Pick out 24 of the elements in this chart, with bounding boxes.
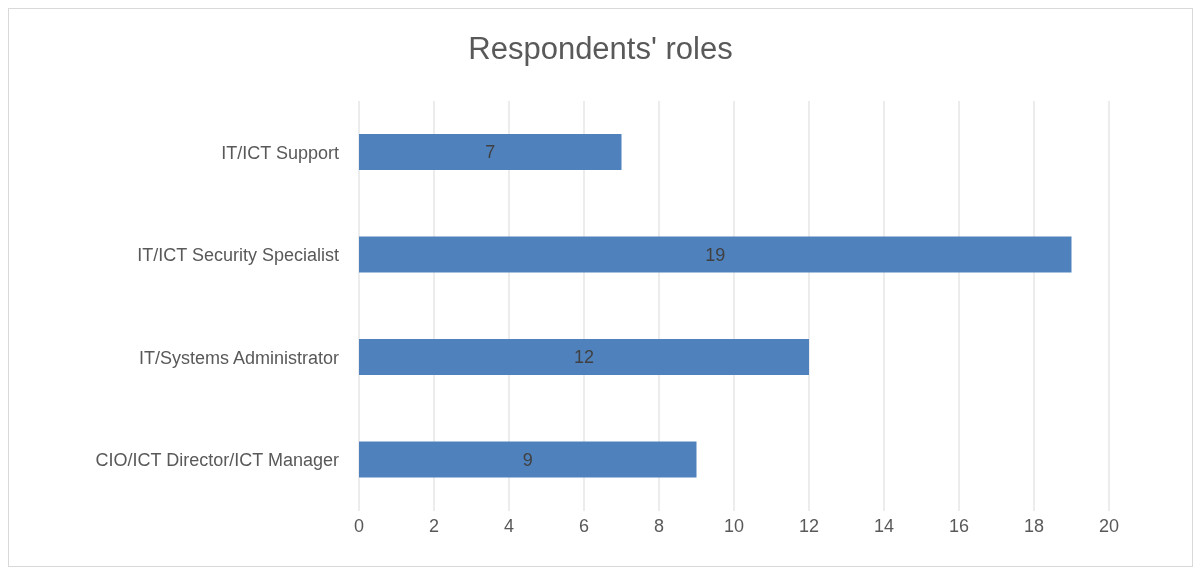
bar [359, 134, 622, 170]
chart-title: Respondents' roles [467, 31, 734, 68]
data-label: 7 [485, 142, 496, 163]
x-tick-label: 4 [503, 515, 515, 536]
y-tick-label: IT/ICT Security Specialist [137, 245, 339, 266]
y-tick-label: IT/Systems Administrator [138, 347, 339, 368]
x-tick-label: 6 [578, 515, 590, 536]
x-tick-label: 16 [948, 515, 970, 536]
x-tick-label: 0 [353, 515, 365, 536]
data-label: 9 [522, 449, 533, 470]
y-tick-label: CIO/ICT Director/ICT Manager [95, 450, 339, 471]
x-tick-label: 8 [653, 515, 665, 536]
data-label: 19 [705, 244, 726, 265]
bar [359, 441, 697, 478]
x-tick-label: 14 [873, 515, 895, 536]
x-tick-label: 12 [798, 515, 820, 536]
x-tick-label: 2 [428, 515, 440, 536]
x-tick-label: 18 [1023, 515, 1045, 536]
y-tick-label: IT/ICT Support [221, 142, 339, 163]
x-tick-label: 20 [1098, 515, 1120, 536]
x-tick-label: 10 [723, 515, 745, 536]
bar [359, 339, 809, 375]
bar [359, 236, 1072, 273]
data-label: 12 [573, 347, 595, 368]
